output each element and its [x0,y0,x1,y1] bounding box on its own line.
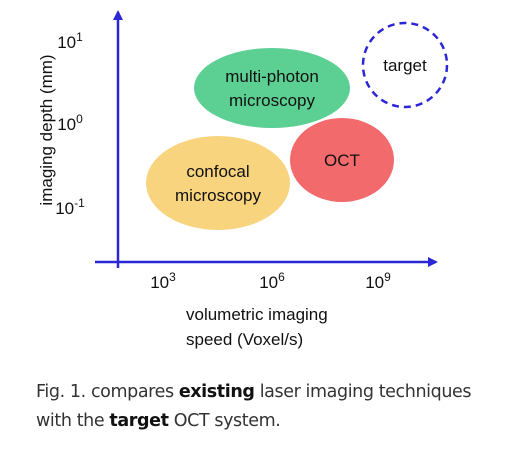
caption-text: laser imaging techniques with the [36,382,472,431]
caption-emphasis: existing [178,382,255,402]
caption: Fig. 1. compares existing laser imaging … [36,378,496,436]
caption-text: OCT system. [168,411,281,431]
y-tick-label: 101 [57,30,83,52]
node-label: confocal [186,162,249,181]
tick-exponent: 1 [76,30,83,44]
tick-exponent: 6 [278,270,285,284]
tick-base: 10 [57,115,76,134]
caption-emphasis: target [109,411,169,431]
tick-base: 10 [259,273,278,292]
tick-base: 10 [55,199,74,218]
caption-text: Fig. 1. [36,382,86,402]
node-shape [194,48,350,128]
y-tick-label: 100 [57,112,83,134]
node-label: OCT [324,151,360,170]
node-shape [146,136,290,230]
x-axis-label: speed (Voxel/s) [186,330,303,349]
tick-base: 10 [57,33,76,52]
tick-exponent: 0 [76,112,83,126]
tick-base: 10 [365,273,384,292]
node-label: microscopy [229,91,315,110]
node-label: microscopy [175,186,261,205]
y-axis-label: imaging depth (mm) [37,54,56,205]
node-label: target [383,56,427,75]
caption-text: compares [85,382,179,402]
node-shape [290,118,394,202]
node-shape [361,21,449,109]
y-tick-label: 10-1 [55,196,85,218]
tick-base: 10 [150,273,169,292]
x-tick-label: 103 [150,270,176,292]
tick-exponent: -1 [74,196,85,210]
tick-exponent: 3 [169,270,176,284]
tick-exponent: 9 [384,270,391,284]
x-tick-label: 106 [259,270,285,292]
x-axis-label: volumetric imaging [186,305,328,324]
x-tick-label: 109 [365,270,391,292]
node-label: multi-photon [225,67,319,86]
